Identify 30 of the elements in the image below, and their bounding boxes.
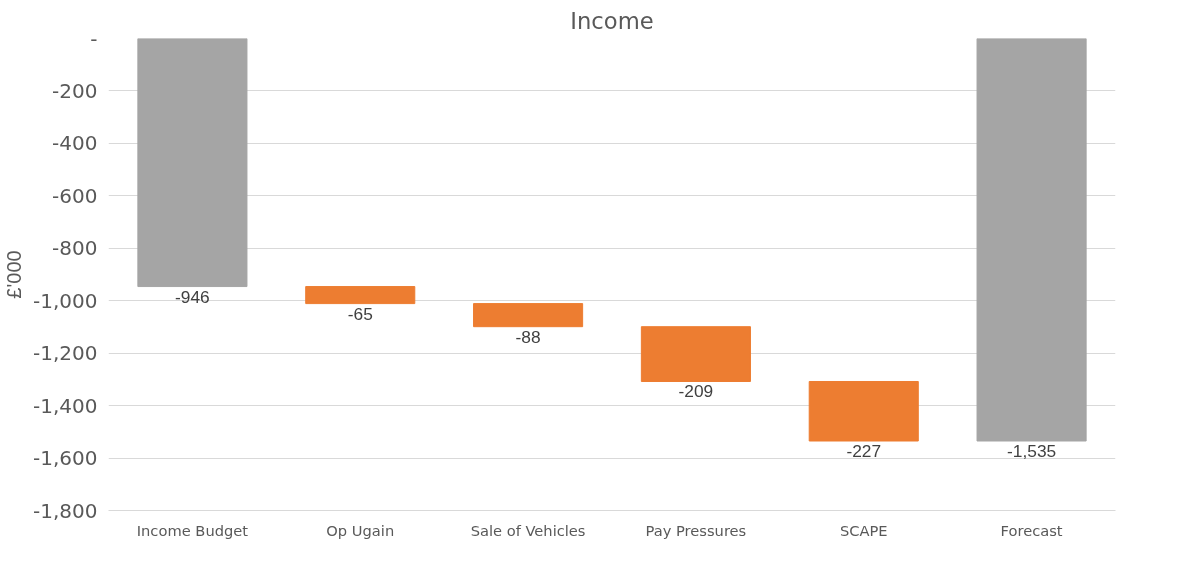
data-label: -227: [846, 441, 882, 462]
y-tick-label: -1,600: [33, 446, 98, 471]
x-tick-label: Forecast: [1000, 521, 1063, 539]
chart-title: Income: [570, 7, 654, 34]
x-tick-label: Op Ugain: [326, 521, 395, 539]
y-axis-title: £'000: [3, 250, 26, 299]
bar: [976, 38, 1087, 442]
y-tick-label: -200: [52, 78, 98, 103]
x-tick-label: Pay Pressures: [645, 521, 747, 539]
bar: [808, 380, 919, 442]
x-tick-label: Sale of Vehicles: [470, 521, 586, 539]
data-label: -88: [515, 326, 541, 347]
bar: [640, 326, 751, 382]
y-tick-label: -800: [52, 236, 98, 261]
bar: [473, 303, 584, 328]
y-tick-label: -1,000: [33, 288, 98, 313]
data-label: -1,535: [1007, 441, 1057, 462]
x-tick-label: Income Budget: [136, 521, 249, 539]
bar: [305, 286, 416, 305]
data-label: -209: [678, 381, 714, 402]
data-label: -65: [347, 303, 373, 324]
y-tick-label: -1,400: [33, 393, 98, 418]
bar: [137, 38, 248, 288]
x-tick-label: SCAPE: [839, 521, 888, 539]
y-tick-label: -600: [52, 183, 98, 208]
y-tick-label: -1,200: [33, 341, 98, 366]
y-tick-label: -400: [52, 131, 98, 156]
y-tick-label: -1,800: [33, 498, 98, 523]
y-tick-label: -: [90, 26, 98, 51]
data-label: -946: [175, 286, 210, 307]
